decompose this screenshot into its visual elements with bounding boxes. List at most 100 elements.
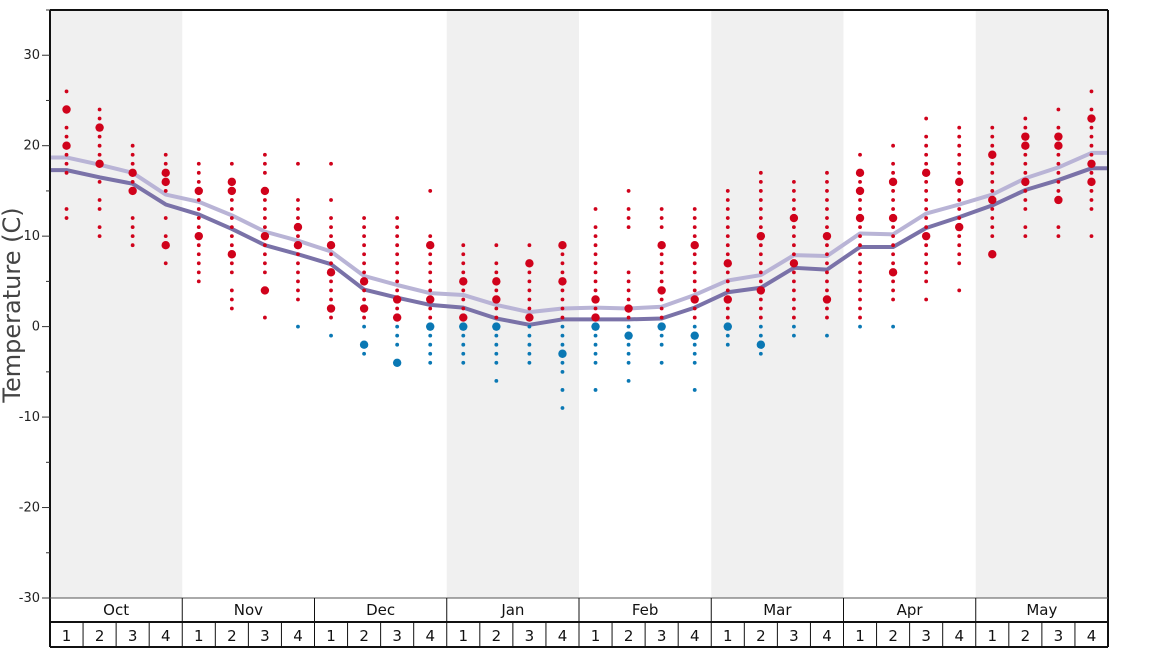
data-point (858, 198, 862, 202)
data-point (395, 252, 400, 257)
data-point (494, 378, 499, 383)
data-point (924, 143, 929, 148)
axes: -30 -20 -10 0 10 20 30 Oct Nov Dec Jan Feb Mar Apr May… (19, 9, 1109, 648)
data-point (758, 189, 763, 193)
data-point (362, 270, 366, 275)
data-point (825, 207, 829, 211)
data-point (990, 134, 995, 139)
data-point (395, 243, 400, 248)
data-point (494, 261, 499, 266)
data-point (428, 360, 433, 365)
data-point (858, 270, 862, 275)
month-label-apr: Apr (897, 601, 924, 619)
data-point (494, 360, 499, 365)
y-tick-label: 10 (23, 229, 40, 244)
y-tick-label: 0 (32, 320, 40, 335)
data-point (858, 234, 862, 239)
data-point (1089, 207, 1094, 211)
data-point (392, 295, 402, 304)
data-point (461, 252, 466, 257)
data-point (692, 360, 697, 365)
y-tick-label: -30 (19, 591, 40, 606)
data-point (792, 252, 796, 257)
data-point (461, 360, 466, 365)
data-point (163, 152, 168, 157)
week-label: 3 (921, 627, 931, 645)
week-label: 1 (988, 627, 998, 645)
data-point (858, 225, 862, 230)
data-point (1054, 141, 1063, 150)
data-point (263, 170, 267, 175)
data-point (329, 252, 333, 257)
week-label: 2 (1021, 627, 1031, 645)
data-point (64, 125, 69, 130)
data-point (428, 252, 433, 257)
data-point (825, 270, 829, 275)
data-point (692, 324, 697, 329)
data-point (1023, 125, 1028, 130)
data-point (792, 270, 796, 275)
data-point (957, 234, 962, 239)
data-point (64, 207, 69, 211)
data-point (792, 315, 796, 320)
week-label: 4 (425, 627, 435, 645)
data-point (692, 279, 697, 284)
data-point (626, 315, 631, 320)
week-label: 4 (1087, 627, 1097, 645)
data-point (593, 207, 598, 211)
week-label: 2 (359, 627, 369, 645)
data-point (560, 369, 565, 374)
data-point (891, 143, 895, 148)
data-point (395, 279, 400, 284)
data-point (758, 198, 763, 202)
data-point (426, 322, 435, 331)
data-point (1089, 107, 1094, 112)
data-point (527, 243, 532, 248)
week-label: 1 (723, 627, 733, 645)
data-point (329, 161, 333, 166)
data-point (825, 189, 829, 193)
data-point (560, 288, 565, 293)
data-point (692, 388, 697, 392)
data-point (359, 304, 369, 313)
data-point (492, 295, 501, 304)
data-point (196, 279, 201, 284)
data-point (527, 297, 532, 302)
data-point (163, 234, 168, 239)
data-point (924, 270, 929, 275)
y-axis-label: Temperature (C) (0, 207, 26, 403)
dot-columns (62, 89, 1096, 410)
week-label: 4 (558, 627, 568, 645)
data-point (659, 252, 664, 257)
data-point (891, 170, 895, 175)
data-point (558, 349, 567, 358)
data-point (426, 295, 435, 304)
data-point (461, 351, 466, 356)
data-point (229, 306, 234, 311)
week-label: 2 (624, 627, 634, 645)
data-point (1023, 207, 1028, 211)
data-point (229, 270, 234, 275)
data-point (659, 360, 664, 365)
data-point (725, 342, 730, 347)
data-point (659, 279, 664, 284)
data-point (659, 207, 664, 211)
data-point (692, 288, 697, 293)
data-point (657, 322, 666, 331)
data-point (825, 288, 829, 293)
data-point (657, 286, 666, 295)
data-point (194, 231, 203, 241)
data-point (657, 241, 666, 250)
data-point (756, 286, 766, 295)
data-point (792, 198, 796, 202)
data-point (362, 252, 366, 257)
data-point (921, 231, 931, 241)
data-point (97, 225, 102, 230)
month-label-mar: Mar (763, 601, 792, 619)
data-point (725, 216, 730, 220)
data-point (293, 241, 303, 250)
data-point (924, 216, 929, 220)
data-point (825, 252, 829, 257)
data-point (593, 333, 598, 338)
data-point (329, 198, 333, 202)
